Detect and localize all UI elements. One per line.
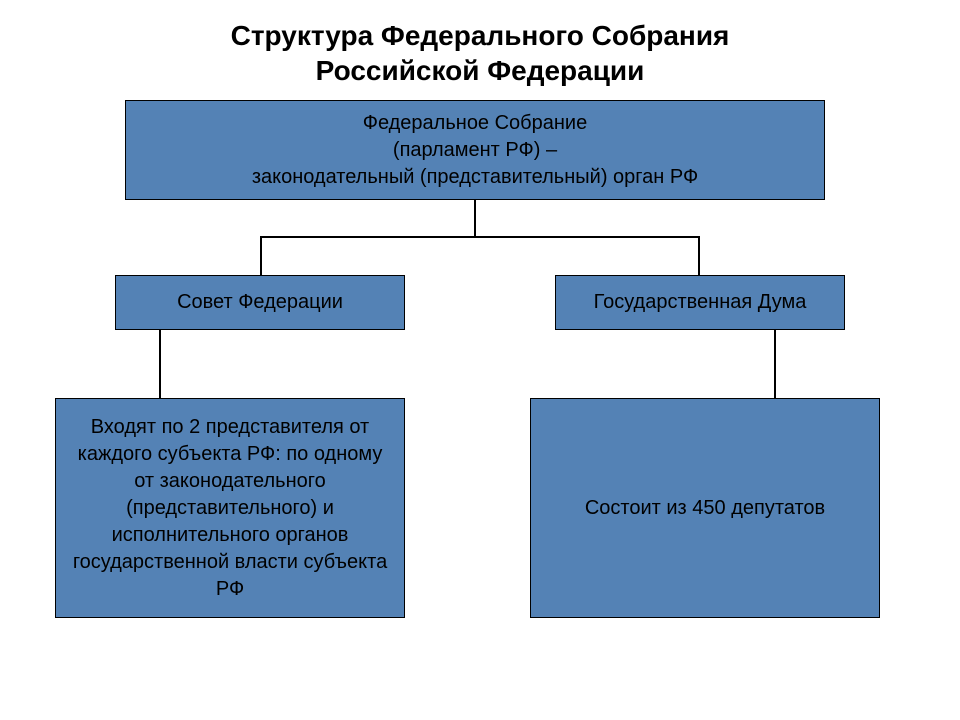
connector	[260, 236, 700, 238]
node-state-duma: Государственная Дума	[555, 275, 845, 330]
connector	[260, 236, 262, 275]
connector	[159, 330, 161, 398]
connector	[698, 236, 700, 275]
diagram-title: Структура Федерального Собрания Российск…	[0, 18, 960, 88]
diagram-canvas: Структура Федерального Собрания Российск…	[0, 0, 960, 720]
node-federal-assembly: Федеральное Собрание (парламент РФ) – за…	[125, 100, 825, 200]
node-federation-council: Совет Федерации	[115, 275, 405, 330]
node-federation-council-detail: Входят по 2 представителя от каждого суб…	[55, 398, 405, 618]
node-state-duma-detail: Состоит из 450 депутатов	[530, 398, 880, 618]
connector	[474, 200, 476, 236]
connector	[774, 330, 776, 398]
